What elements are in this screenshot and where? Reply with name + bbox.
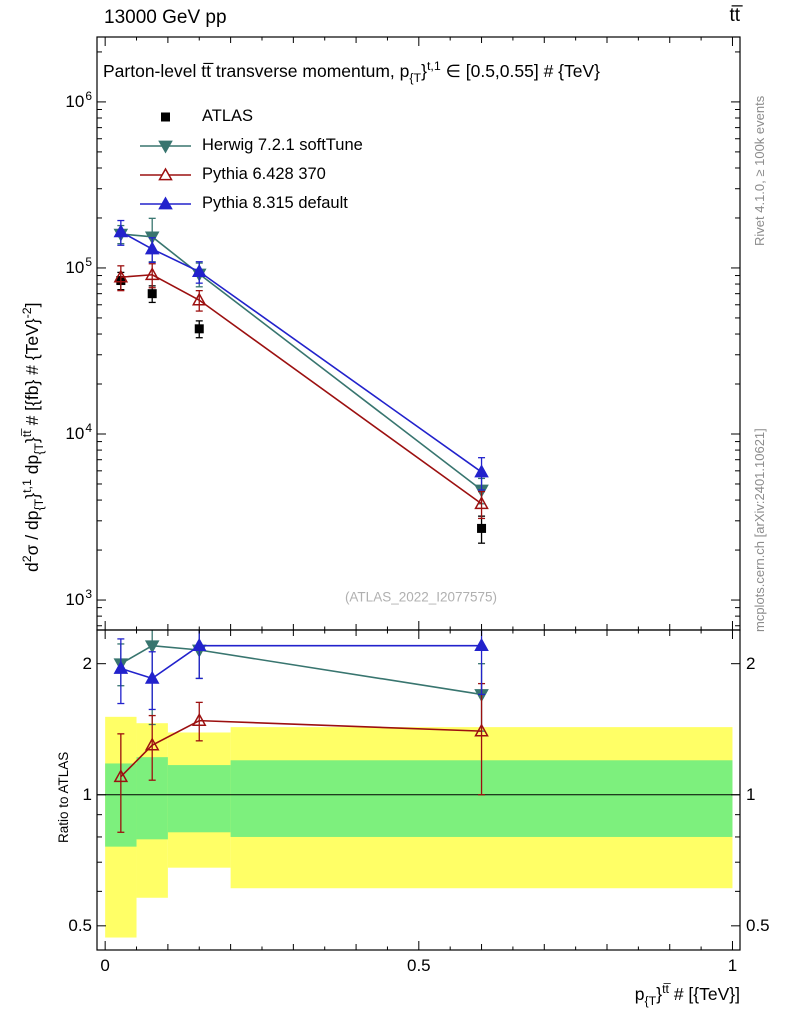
plot-title: Parton-level tt̅ transverse momentum, p{… <box>103 59 601 86</box>
axis-ticks <box>97 37 740 950</box>
legend-marker-icon <box>140 140 191 154</box>
main-series-layer <box>113 217 489 544</box>
legend-label-pythia6: Pythia 6.428 370 <box>202 165 326 183</box>
legend-marker-icon <box>140 195 191 209</box>
main-series-pythia-6-428-370 <box>113 263 489 520</box>
main-series-atlas <box>116 271 487 544</box>
legend-item-herwig: Herwig 7.2.1 softTune <box>138 131 363 160</box>
ratio-series-herwig-7-2-1-softtune <box>113 630 489 732</box>
mcplots-reference-note: mcplots.cern.ch [arXiv:2401.10621] <box>752 428 767 632</box>
legend-label-atlas: ATLAS <box>202 107 254 125</box>
main-series-pythia-8-315-default <box>113 219 489 491</box>
process-label: tt̅ <box>729 5 740 26</box>
legend-label-pythia8: Pythia 8.315 default <box>202 194 348 212</box>
legend-item-pythia8: Pythia 8.315 default <box>138 189 363 218</box>
uncertainty-bands <box>105 716 733 938</box>
legend-marker-atlas-square-icon <box>138 108 193 126</box>
main-series-herwig-7-2-1-softtune <box>113 217 489 505</box>
rivet-version-note: Rivet 4.1.0, ≥ 100k events <box>752 95 767 246</box>
ratio-series-pythia-6-428-370 <box>113 682 489 833</box>
ratio-series-layer <box>113 630 489 833</box>
legend-marker-pythia8-triangle-icon <box>138 195 193 213</box>
ratio-y-axis-label: Ratio to ATLAS <box>56 751 71 843</box>
legend-item-atlas: ATLAS <box>138 102 363 131</box>
main-y-axis-label: d2σ / dp{T}t,1 dp{T}tt̅ # [{fb} # {TeV}-… <box>20 302 47 572</box>
legend: ATLAS Herwig 7.2.1 softTune Pythia 6.428… <box>138 102 363 218</box>
x-axis-label: p{T}tt̅ # [{TeV}] <box>634 982 740 1009</box>
legend-item-pythia6: Pythia 6.428 370 <box>138 160 363 189</box>
legend-label-herwig: Herwig 7.2.1 softTune <box>202 136 363 154</box>
legend-marker-herwig-triangle-down-icon <box>138 137 193 155</box>
beam-energy-label: 13000 GeV pp <box>104 7 227 28</box>
legend-marker-icon <box>140 166 191 180</box>
legend-marker-pythia6-open-triangle-icon <box>138 166 193 184</box>
legend-marker-icon <box>161 112 170 121</box>
analysis-watermark: (ATLAS_2022_I2077575) <box>344 589 498 605</box>
green-band-bin <box>167 765 231 833</box>
ratio-series-pythia-8-315-default <box>113 630 489 711</box>
